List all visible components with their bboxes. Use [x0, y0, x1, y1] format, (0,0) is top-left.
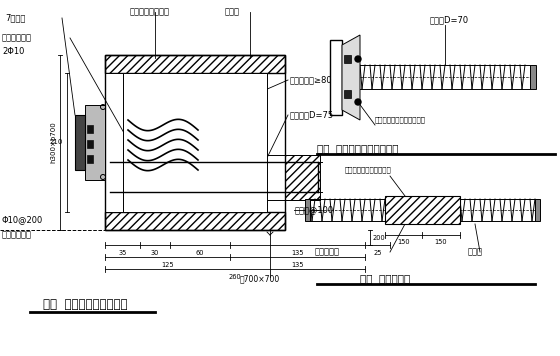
Text: 125: 125 [161, 262, 174, 268]
Bar [87, 140, 93, 148]
Text: 260: 260 [228, 274, 241, 280]
Bar [305, 199, 310, 221]
Text: 图二  锚垫板与波纹管的连接: 图二 锚垫板与波纹管的连接 [317, 143, 399, 153]
Circle shape [355, 56, 361, 62]
Bar [87, 155, 93, 163]
Polygon shape [342, 35, 360, 120]
Text: 210: 210 [50, 140, 63, 146]
Text: 60: 60 [196, 250, 204, 256]
Text: 7孔锚板: 7孔锚板 [5, 14, 25, 22]
Bar [75, 115, 85, 170]
Text: 135: 135 [291, 250, 304, 256]
Text: 波纹管D=70: 波纹管D=70 [430, 16, 469, 25]
Bar [85, 105, 105, 180]
Bar [105, 55, 285, 73]
Bar [385, 196, 460, 224]
Text: 30: 30 [151, 250, 159, 256]
Text: 接头波纹管: 接头波纹管 [315, 247, 340, 257]
Text: Φ10@200: Φ10@200 [2, 215, 43, 225]
Text: 螺旋筋: 螺旋筋 [225, 7, 240, 16]
Text: 150: 150 [397, 239, 410, 245]
Text: 波纹管外D=75: 波纹管外D=75 [290, 110, 334, 120]
Text: 35: 35 [118, 250, 127, 256]
Bar [330, 40, 342, 115]
Bar [105, 212, 285, 230]
Text: 图三  波纹管接头: 图三 波纹管接头 [360, 273, 410, 283]
Text: 135: 135 [291, 262, 304, 268]
Text: 150: 150 [435, 239, 447, 245]
Text: 预应力钢绞线: 预应力钢绞线 [2, 33, 32, 42]
Text: 用浸泡过水泥浆的棉纱封堵: 用浸泡过水泥浆的棉纱封堵 [375, 117, 426, 123]
Text: 25: 25 [374, 250, 382, 256]
Bar [123, 73, 267, 212]
Text: 柱主筋净距≥80: 柱主筋净距≥80 [290, 75, 333, 84]
Circle shape [355, 99, 361, 105]
Bar [530, 65, 536, 89]
Text: 图一  有粘结张拉端构造图: 图一 有粘结张拉端构造图 [43, 298, 127, 312]
Bar [285, 155, 320, 200]
Bar [105, 55, 285, 230]
Text: 锚垫板（喇叭管）: 锚垫板（喇叭管） [130, 7, 170, 16]
Bar [535, 199, 540, 221]
Bar [87, 125, 93, 133]
Text: 柱700×700: 柱700×700 [240, 274, 280, 283]
Text: 200: 200 [373, 235, 386, 241]
Text: 2Φ10: 2Φ10 [2, 47, 25, 57]
Text: 柱箍筋@100: 柱箍筋@100 [295, 205, 334, 215]
Text: 波纹管: 波纹管 [468, 247, 483, 257]
Text: 封头张拉后浇: 封头张拉后浇 [2, 230, 32, 240]
Bar [344, 55, 351, 63]
Bar [105, 73, 123, 212]
Text: 密封胶带缠绕波纹管接口: 密封胶带缠绕波纹管接口 [345, 167, 392, 173]
Text: h300×b700: h300×b700 [50, 122, 56, 163]
Bar [344, 90, 351, 98]
